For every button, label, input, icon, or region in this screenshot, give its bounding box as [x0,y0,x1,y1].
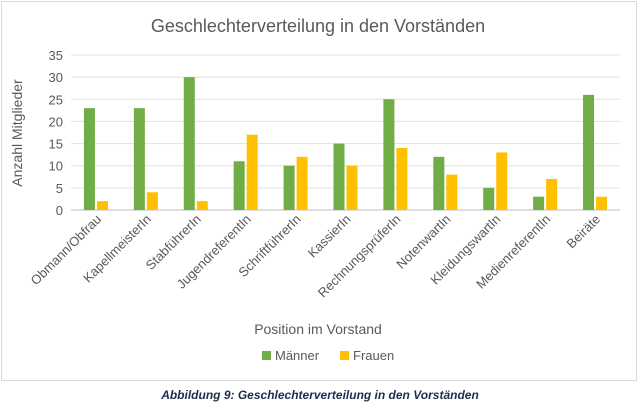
x-tick-labels: Obmann/ObfrauKapellmeisterInStabführerIn… [28,212,604,301]
bar-frauen [446,174,458,210]
bar-maenner [333,143,345,210]
bars [83,77,608,211]
bar-maenner [383,99,395,210]
legend-label: Frauen [353,348,394,363]
bar-maenner [183,77,195,211]
bar-maenner [483,187,495,210]
bar-maenner [283,165,295,210]
legend-label: Männer [275,348,320,363]
gridlines [71,54,620,211]
y-tick-label: 0 [56,203,63,218]
figure-caption: Abbildung 9: Geschlechterverteilung in d… [161,388,479,402]
bar-frauen [546,179,558,210]
bar-frauen [496,152,508,210]
bar-frauen [396,148,408,210]
chart-frame [1,1,637,381]
legend: Männer Frauen [262,348,394,363]
y-tick-label: 30 [49,70,63,85]
legend-swatch [262,351,271,360]
legend-swatch [340,351,349,360]
x-axis-label: Position im Vorstand [254,321,382,337]
bar-frauen [146,192,158,210]
y-tick-label: 35 [49,48,63,63]
chart-title: Geschlechterverteilung in den Vorständen [151,16,485,36]
bar-maenner [533,196,545,210]
bar-frauen [596,196,608,210]
bar-maenner [133,108,145,210]
bar-frauen [296,156,308,210]
bar-maenner [83,108,95,210]
y-tick-label: 20 [49,114,63,129]
x-tick-label: RechnungsprüferIn [315,212,404,301]
x-tick-label: Beiräte [563,212,603,252]
bar-maenner [583,94,595,210]
y-tick-label: 25 [49,92,63,107]
y-axis-label: Anzahl Mitglieder [9,79,25,187]
bar-frauen [346,165,358,210]
bar-chart: Geschlechterverteilung in den Vorständen… [9,16,620,363]
y-tick-label: 5 [56,181,63,196]
bar-maenner [433,156,445,210]
y-tick-label: 15 [49,137,63,152]
y-tick-label: 10 [49,159,63,174]
bar-maenner [233,161,245,210]
bar-frauen [246,134,258,210]
bar-frauen [96,201,108,210]
y-tick-labels: 0 5 10 15 20 25 30 35 [49,48,63,218]
x-tick-label: KassierIn [305,212,354,261]
bar-frauen [196,201,208,210]
